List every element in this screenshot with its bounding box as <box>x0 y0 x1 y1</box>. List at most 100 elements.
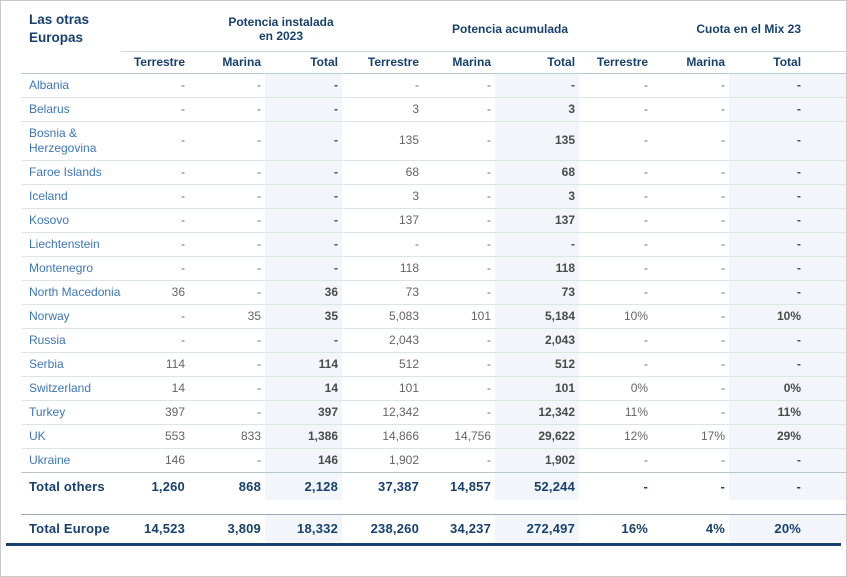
table-cell: - <box>265 232 343 257</box>
row-label: Iceland <box>21 184 121 209</box>
subheader-total-1: Total <box>265 51 343 74</box>
country-row: Iceland - - -3-3- - - <box>21 184 846 209</box>
column-group-mix-share: Cuota en el Mix 23 <box>579 7 846 52</box>
table-cell: - <box>495 232 580 257</box>
table-cell: - <box>652 328 730 353</box>
table-cell: - <box>121 304 189 329</box>
column-group-installed-2023: Potencia instalada en 2023 <box>121 7 343 52</box>
table-cell: - <box>189 121 265 161</box>
table-cell: - <box>423 448 496 473</box>
table-cell: 20% <box>729 513 846 542</box>
table-cell: 135 <box>342 121 424 161</box>
table-cell: 11% <box>579 400 653 425</box>
table-cell: - <box>652 232 730 257</box>
table-cell: - <box>652 400 730 425</box>
row-label: Switzerland <box>21 376 121 401</box>
row-label: Montenegro <box>21 256 121 281</box>
table-cell: - <box>652 304 730 329</box>
table-cell: 3 <box>495 184 580 209</box>
country-row: Belarus - - -3-3- - - <box>21 97 846 122</box>
table-cell: - <box>423 352 496 377</box>
table-cell: 14,756 <box>423 424 496 449</box>
table-cell: 397 <box>265 400 343 425</box>
subheader-total-3: Total <box>729 51 846 74</box>
table-cell: - <box>729 448 846 473</box>
table-cell: - <box>720 478 726 494</box>
table-cell: 14,857 <box>450 478 492 494</box>
table-cell: - <box>729 352 846 377</box>
row-label: Bosnia & Herzegovina <box>21 121 121 161</box>
table-cell: 3 <box>342 97 424 122</box>
table-cell: - <box>189 328 265 353</box>
table-cell: 11% <box>729 400 846 425</box>
table-cell: - <box>423 208 496 233</box>
table-cell: - <box>729 97 846 122</box>
table-cell: 553 <box>121 424 189 449</box>
table-cell: - <box>729 121 846 161</box>
table-cell: 118 <box>495 256 580 281</box>
table-cell: - <box>265 256 343 281</box>
table-cell: 101 <box>423 304 496 329</box>
subheader-onshore-3: Terrestre <box>579 51 653 74</box>
country-row: UK 553 833 1,386 14,866 14,756 29,622 12% 17% 29% <box>21 424 846 449</box>
table-cell: - <box>423 160 496 185</box>
subheader-offshore-1: Marina <box>189 51 265 74</box>
table-cell: 272,497 <box>495 513 580 542</box>
table-cell: - <box>189 400 265 425</box>
table-cell: - <box>189 448 265 473</box>
row-label: Norway <box>21 304 121 329</box>
table-cell: 10% <box>729 304 846 329</box>
table-cell: 137 <box>495 208 580 233</box>
table-cell: - <box>423 400 496 425</box>
table-cell: 1,902 <box>495 448 580 473</box>
country-row: Switzerland 14-14 101-101 0% -0% <box>21 376 846 401</box>
table-cell: - <box>643 478 649 494</box>
table-cell: - <box>579 121 653 161</box>
table-cell: - <box>579 280 653 305</box>
table-cell: - <box>652 280 730 305</box>
row-label: Kosovo <box>21 208 121 233</box>
table-cell: 68 <box>495 160 580 185</box>
country-row: Ukraine 146-146 1,902-1,902- - - <box>21 448 846 473</box>
table-cell: - <box>121 328 189 353</box>
table-cell: - <box>423 121 496 161</box>
table-cell: 101 <box>495 376 580 401</box>
table-cell: 10% <box>579 304 653 329</box>
country-row: Serbia 114-114 512-512- - - <box>21 352 846 377</box>
table-cell: - <box>423 376 496 401</box>
table-cell: 14,523 <box>121 513 189 542</box>
table-cell: - <box>579 448 653 473</box>
table-cell: - <box>189 376 265 401</box>
table-cell: 36 <box>121 280 189 305</box>
row-label: Russia <box>21 328 121 353</box>
row-label: Total Europe <box>21 513 121 542</box>
other-europe-wind-table: Las otras Europas Potencia instalada en … <box>21 7 846 542</box>
country-row: Norway -35 35 5,083 101 5,184 10% -10% <box>21 304 846 329</box>
table-cell: - <box>423 328 496 353</box>
table-cell: 68 <box>342 160 424 185</box>
table-cell: - <box>189 280 265 305</box>
table-cell: - <box>579 97 653 122</box>
table-cell: - <box>189 160 265 185</box>
table-cell: 114 <box>121 352 189 377</box>
table-cell: - <box>342 73 424 98</box>
table-cell: - <box>265 328 343 353</box>
table-cell: - <box>652 448 730 473</box>
table-cell: - <box>265 73 343 98</box>
table-cell: - <box>265 121 343 161</box>
spacer-cell <box>21 500 846 514</box>
table-cell: - <box>579 256 653 281</box>
table-cell: - <box>729 208 846 233</box>
table-cell: - <box>729 280 846 305</box>
country-row: Albania - - - - - - - - - <box>21 73 846 98</box>
table-cell: - <box>729 73 846 98</box>
table-cell: - <box>579 160 653 185</box>
table-cell: 12,342 <box>495 400 580 425</box>
total-europe-row: Total Europe 14,523 3,809 18,332 238,260 34,2… <box>21 513 846 542</box>
table-cell: - <box>121 73 189 98</box>
table-cell: 12% <box>579 424 653 449</box>
table-cell: 36 <box>265 280 343 305</box>
table-cell: - <box>189 256 265 281</box>
table-cell: - <box>189 97 265 122</box>
